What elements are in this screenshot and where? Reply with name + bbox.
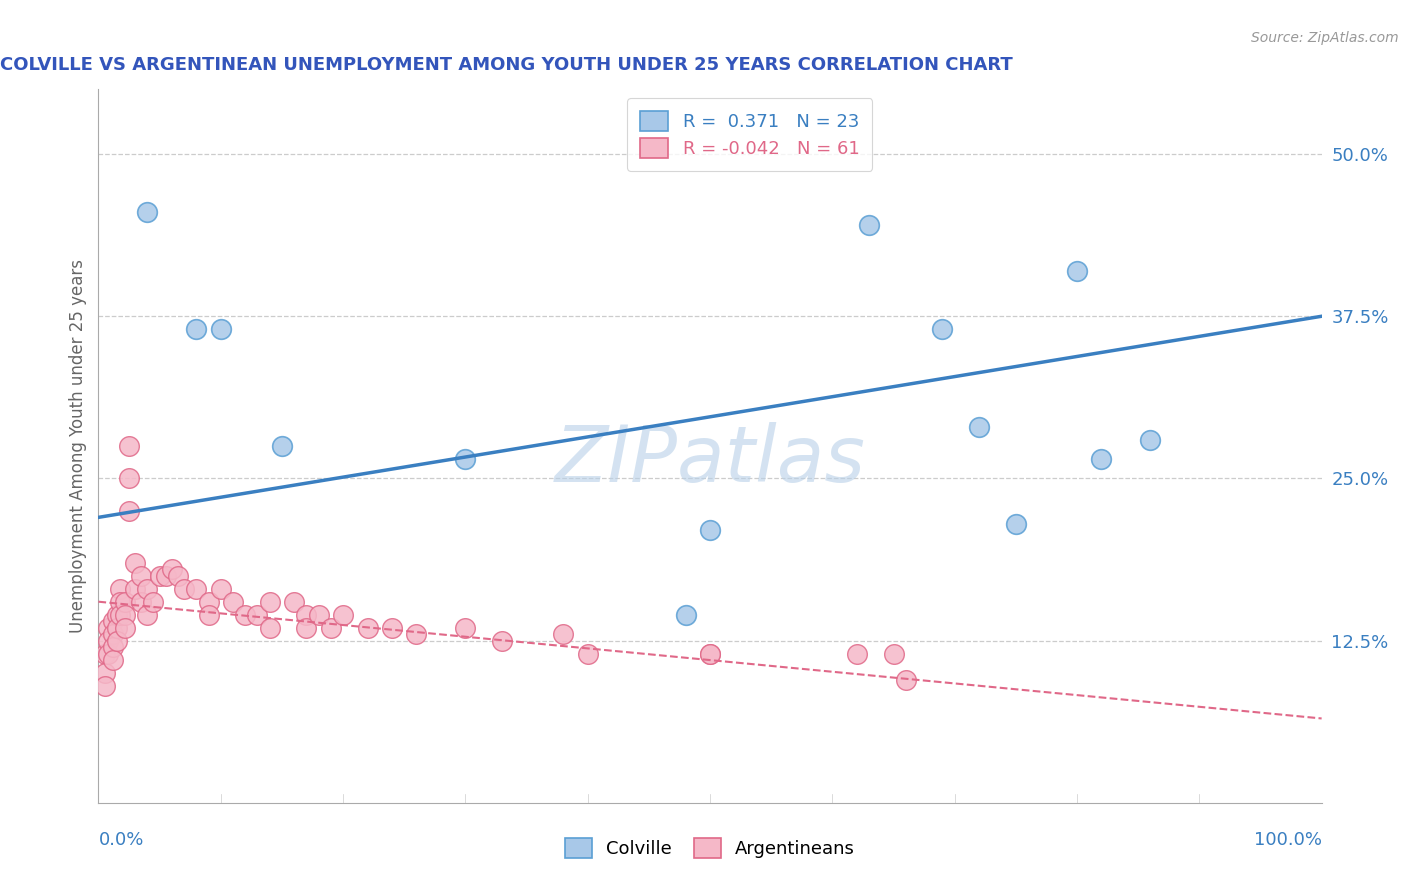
Point xyxy=(93,666,115,681)
Point xyxy=(553,627,575,641)
Point xyxy=(101,653,124,667)
Point xyxy=(405,627,427,641)
Point xyxy=(136,607,159,622)
Text: ZIPatlas: ZIPatlas xyxy=(554,422,866,499)
Point xyxy=(454,621,477,635)
Point xyxy=(308,607,330,622)
Point xyxy=(167,568,190,582)
Point xyxy=(883,647,905,661)
Point xyxy=(1090,452,1112,467)
Point xyxy=(97,621,120,635)
Point xyxy=(110,582,132,596)
Point xyxy=(332,607,354,622)
Point xyxy=(295,621,318,635)
Point xyxy=(319,621,342,635)
Point xyxy=(105,633,128,648)
Point xyxy=(454,452,477,467)
Point xyxy=(118,471,141,485)
Point xyxy=(197,607,219,622)
Point xyxy=(93,679,115,693)
Point xyxy=(173,582,195,596)
Point xyxy=(222,595,245,609)
Point xyxy=(295,607,318,622)
Point xyxy=(699,647,721,661)
Point xyxy=(124,582,146,596)
Text: COLVILLE VS ARGENTINEAN UNEMPLOYMENT AMONG YOUTH UNDER 25 YEARS CORRELATION CHAR: COLVILLE VS ARGENTINEAN UNEMPLOYMENT AMO… xyxy=(0,56,1012,74)
Point xyxy=(114,607,136,622)
Point xyxy=(136,205,159,219)
Point xyxy=(160,562,183,576)
Point xyxy=(110,595,132,609)
Point xyxy=(209,322,232,336)
Point xyxy=(233,607,256,622)
Point xyxy=(576,647,599,661)
Point xyxy=(209,582,232,596)
Point xyxy=(246,607,269,622)
Point xyxy=(894,673,917,687)
Point xyxy=(931,322,953,336)
Point xyxy=(699,647,721,661)
Point xyxy=(93,647,115,661)
Point xyxy=(155,568,177,582)
Point xyxy=(381,621,404,635)
Legend: Colville, Argentineans: Colville, Argentineans xyxy=(558,830,862,865)
Point xyxy=(97,633,120,648)
Point xyxy=(97,647,120,661)
Point xyxy=(124,556,146,570)
Point xyxy=(142,595,165,609)
Point xyxy=(101,614,124,628)
Point xyxy=(186,322,208,336)
Point xyxy=(118,439,141,453)
Point xyxy=(105,607,128,622)
Y-axis label: Unemployment Among Youth under 25 years: Unemployment Among Youth under 25 years xyxy=(69,259,87,633)
Point xyxy=(105,621,128,635)
Point xyxy=(675,607,697,622)
Point xyxy=(114,595,136,609)
Point xyxy=(149,568,172,582)
Text: 100.0%: 100.0% xyxy=(1254,831,1322,849)
Point xyxy=(270,439,294,453)
Point xyxy=(129,568,152,582)
Text: Source: ZipAtlas.com: Source: ZipAtlas.com xyxy=(1251,31,1399,45)
Point xyxy=(110,607,132,622)
Point xyxy=(259,621,281,635)
Point xyxy=(101,627,124,641)
Point xyxy=(699,524,721,538)
Point xyxy=(845,647,868,661)
Point xyxy=(197,595,219,609)
Point xyxy=(967,419,990,434)
Point xyxy=(101,640,124,654)
Point xyxy=(1066,264,1088,278)
Point xyxy=(283,595,305,609)
Point xyxy=(858,219,880,233)
Text: 0.0%: 0.0% xyxy=(98,831,143,849)
Point xyxy=(129,595,152,609)
Point xyxy=(114,621,136,635)
Point xyxy=(118,504,141,518)
Point xyxy=(1139,433,1161,447)
Point xyxy=(186,582,208,596)
Point xyxy=(1004,516,1026,531)
Point xyxy=(136,582,159,596)
Point xyxy=(356,621,378,635)
Point xyxy=(259,595,281,609)
Point xyxy=(491,633,513,648)
